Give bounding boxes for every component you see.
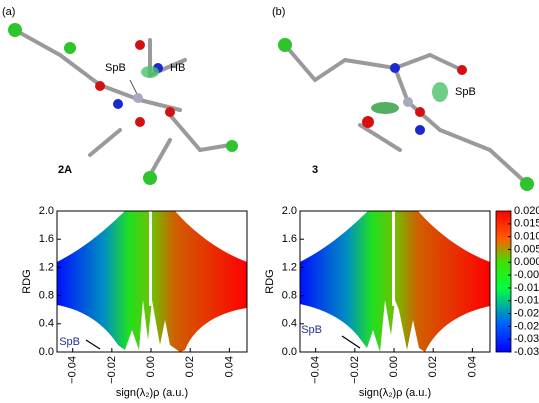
molecule-annotation: HB bbox=[170, 62, 185, 74]
colorbar-tick-label: 0.000 bbox=[514, 256, 539, 268]
x-tick-label: 0.02 bbox=[184, 356, 196, 377]
y-tick-label: 1.2 bbox=[39, 261, 54, 273]
colorbar bbox=[495, 210, 512, 353]
x-tick-label: 0.04 bbox=[466, 356, 478, 377]
panel-label: (b) bbox=[272, 6, 285, 18]
x-tick-label: −0.02 bbox=[106, 356, 118, 384]
colorbar-tick-label: -0.005 bbox=[514, 269, 539, 281]
x-tick-label: −0.02 bbox=[349, 356, 361, 384]
arrow bbox=[341, 335, 361, 349]
molecule-b bbox=[278, 38, 534, 191]
arrow bbox=[85, 339, 101, 350]
y-tick-label: 1.6 bbox=[39, 233, 54, 245]
colorbar-tick-label: 0.010 bbox=[514, 231, 539, 243]
x-tick-label: 0.00 bbox=[388, 356, 400, 377]
molecule-annotation: SpB bbox=[455, 86, 476, 98]
y-tick-label: 0.0 bbox=[282, 346, 297, 358]
x-tick-label: −0.04 bbox=[310, 356, 322, 384]
x-tick-label: 0.00 bbox=[145, 356, 157, 377]
colorbar-tick-label: 0.020 bbox=[514, 205, 539, 217]
colorbar-tick-label: -0.035 bbox=[514, 346, 539, 358]
plot-frame bbox=[299, 210, 491, 353]
plot-annotation: SpB bbox=[59, 336, 80, 348]
x-tick-label: 0.02 bbox=[427, 356, 439, 377]
y-tick-label: 0.8 bbox=[282, 290, 297, 302]
y-tick-label: 2.0 bbox=[282, 205, 297, 217]
colorbar-tick-label: -0.025 bbox=[514, 320, 539, 332]
colorbar-tick-label: 0.015 bbox=[514, 218, 539, 230]
y-tick-label: 0.4 bbox=[39, 318, 54, 330]
molecule-name: 2A bbox=[58, 164, 72, 176]
y-axis-label: RDG bbox=[21, 269, 33, 293]
colorbar-tick-label: -0.015 bbox=[514, 295, 539, 307]
y-tick-label: 0.4 bbox=[282, 318, 297, 330]
panel-label: (a) bbox=[2, 6, 15, 18]
plot-annotation: SpB bbox=[301, 324, 322, 336]
x-axis-label: sign(λ₂)ρ (a.u.) bbox=[116, 387, 188, 399]
molecule-name: 3 bbox=[312, 164, 318, 176]
x-tick-label: 0.04 bbox=[223, 356, 235, 377]
colorbar-tick-label: 0.005 bbox=[514, 243, 539, 255]
x-axis-label: sign(λ₂)ρ (a.u.) bbox=[359, 387, 431, 399]
y-tick-label: 1.2 bbox=[282, 261, 297, 273]
rdg-cloud-b bbox=[300, 211, 490, 352]
y-tick-label: 0.8 bbox=[39, 290, 54, 302]
x-tick-label: −0.04 bbox=[67, 356, 79, 384]
y-tick-label: 0.0 bbox=[39, 346, 54, 358]
rdg-cloud-a bbox=[57, 211, 247, 352]
molecule-annotation: SpB bbox=[105, 62, 126, 74]
colorbar-tick-label: -0.010 bbox=[514, 282, 539, 294]
molecule-a bbox=[8, 23, 238, 185]
colorbar-tick-label: -0.020 bbox=[514, 307, 539, 319]
y-axis-label: RDG bbox=[264, 269, 276, 293]
plot-frame bbox=[56, 210, 248, 353]
y-tick-label: 1.6 bbox=[282, 233, 297, 245]
colorbar-tick-label: -0.030 bbox=[514, 333, 539, 345]
y-tick-label: 2.0 bbox=[39, 205, 54, 217]
